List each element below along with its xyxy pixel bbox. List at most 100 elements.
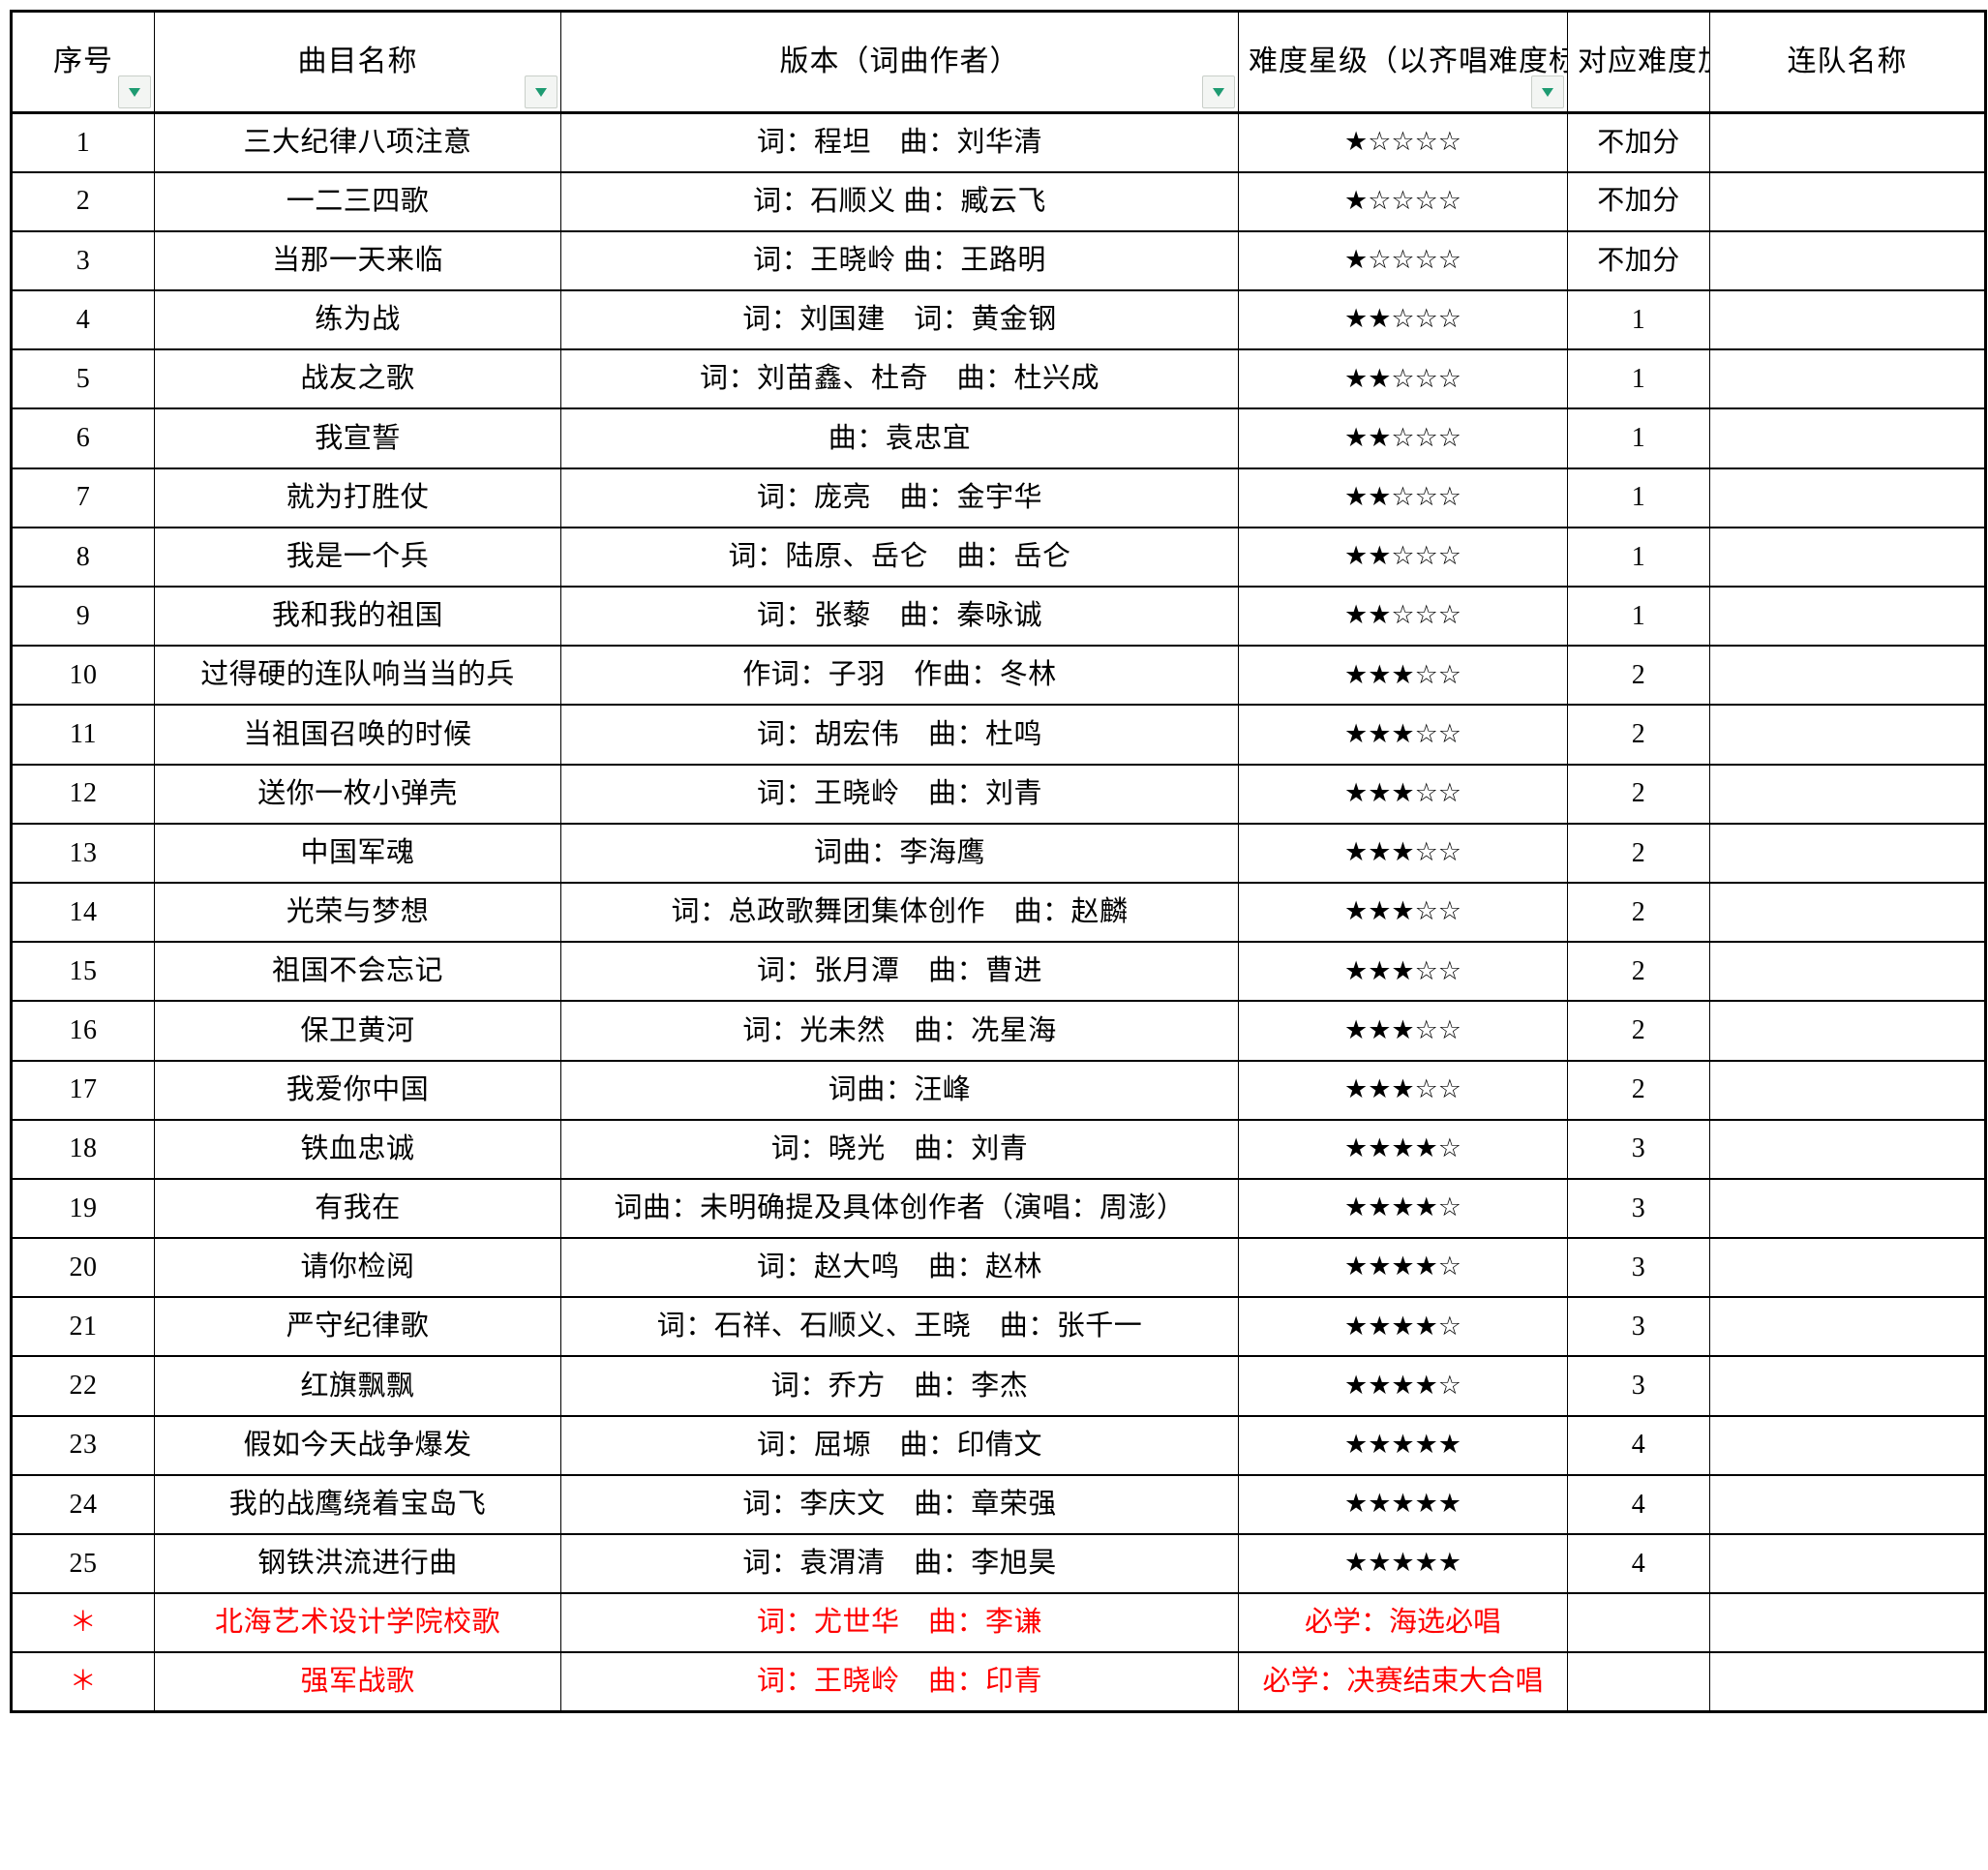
cell-version[interactable]: 词：乔方 曲：李杰 bbox=[560, 1355, 1239, 1417]
cell-version[interactable]: 作词：子羽 作曲：冬林 bbox=[560, 645, 1239, 707]
cell-unit[interactable] bbox=[1709, 170, 1986, 232]
cell-unit[interactable] bbox=[1709, 645, 1986, 707]
cell-index[interactable]: 10 bbox=[11, 645, 155, 707]
cell-unit[interactable] bbox=[1709, 585, 1986, 648]
cell-unit[interactable] bbox=[1709, 1000, 1986, 1062]
cell-version[interactable]: 词：石顺义 曲：臧云飞 bbox=[560, 170, 1239, 232]
cell-bonus[interactable]: 不加分 bbox=[1567, 170, 1710, 232]
cell-version[interactable]: 词：李庆文 曲：章荣强 bbox=[560, 1473, 1239, 1536]
cell-bonus[interactable]: 2 bbox=[1567, 1000, 1710, 1062]
cell-bonus[interactable]: 1 bbox=[1567, 467, 1710, 528]
cell-version[interactable]: 词：王晓岭 曲：刘青 bbox=[560, 763, 1239, 825]
cell-title[interactable]: 保卫黄河 bbox=[154, 1000, 561, 1062]
filter-dropdown-icon-difficulty[interactable] bbox=[1531, 75, 1564, 108]
cell-version[interactable]: 曲：袁忠宜 bbox=[560, 407, 1239, 469]
cell-index[interactable]: 3 bbox=[11, 229, 155, 292]
cell-title[interactable]: 有我在 bbox=[154, 1177, 561, 1240]
cell-version[interactable]: 词曲：未明确提及具体创作者（演唱：周澎） bbox=[560, 1177, 1239, 1240]
cell-bonus[interactable]: 3 bbox=[1567, 1355, 1710, 1417]
cell-title[interactable]: 红旗飘飘 bbox=[154, 1355, 561, 1417]
cell-difficulty[interactable]: ★★★☆☆ bbox=[1238, 881, 1568, 944]
cell-title[interactable]: 一二三四歌 bbox=[154, 170, 561, 232]
cell-version[interactable]: 词：石祥、石顺义、王晓 曲：张千一 bbox=[560, 1296, 1239, 1358]
cell-difficulty[interactable]: ★★☆☆☆ bbox=[1238, 407, 1568, 469]
cell-title[interactable]: 三大纪律八项注意 bbox=[154, 111, 561, 173]
cell-index[interactable]: 15 bbox=[11, 941, 155, 1003]
cell-unit[interactable] bbox=[1709, 1296, 1986, 1358]
cell-bonus[interactable] bbox=[1567, 1651, 1710, 1713]
cell-index[interactable]: 12 bbox=[11, 763, 155, 825]
cell-bonus[interactable]: 4 bbox=[1567, 1532, 1710, 1595]
cell-index[interactable]: 11 bbox=[11, 704, 155, 766]
cell-version[interactable]: 词：张月潭 曲：曹进 bbox=[560, 941, 1239, 1003]
cell-bonus[interactable]: 2 bbox=[1567, 881, 1710, 944]
cell-index[interactable]: 6 bbox=[11, 407, 155, 469]
cell-version[interactable]: 词：屈塬 曲：印倩文 bbox=[560, 1414, 1239, 1476]
cell-difficulty[interactable]: ★★☆☆☆ bbox=[1238, 526, 1568, 588]
cell-unit[interactable] bbox=[1709, 111, 1986, 173]
cell-difficulty[interactable]: ★★★★★ bbox=[1238, 1414, 1568, 1476]
cell-title[interactable]: 中国军魂 bbox=[154, 822, 561, 884]
cell-unit[interactable] bbox=[1709, 1651, 1986, 1713]
cell-index[interactable]: 23 bbox=[11, 1414, 155, 1476]
cell-unit[interactable] bbox=[1709, 229, 1986, 292]
cell-difficulty[interactable]: ★★★☆☆ bbox=[1238, 941, 1568, 1003]
cell-bonus[interactable]: 1 bbox=[1567, 526, 1710, 588]
cell-index[interactable]: 19 bbox=[11, 1177, 155, 1240]
cell-title[interactable]: 祖国不会忘记 bbox=[154, 941, 561, 1003]
cell-version[interactable]: 词：光未然 曲：冼星海 bbox=[560, 1000, 1239, 1062]
cell-index[interactable]: ＊ bbox=[11, 1651, 155, 1713]
cell-difficulty[interactable]: ★★☆☆☆ bbox=[1238, 289, 1568, 351]
cell-version[interactable]: 词：陆原、岳仑 曲：岳仑 bbox=[560, 526, 1239, 588]
cell-bonus[interactable]: 2 bbox=[1567, 763, 1710, 825]
cell-title[interactable]: 我是一个兵 bbox=[154, 526, 561, 588]
cell-version[interactable]: 词曲：汪峰 bbox=[560, 1059, 1239, 1121]
cell-unit[interactable] bbox=[1709, 467, 1986, 528]
cell-index[interactable]: 5 bbox=[11, 348, 155, 410]
cell-index[interactable]: 1 bbox=[11, 111, 155, 173]
cell-unit[interactable] bbox=[1709, 407, 1986, 469]
cell-bonus[interactable]: 3 bbox=[1567, 1237, 1710, 1299]
cell-version[interactable]: 词：尤世华 曲：李谦 bbox=[560, 1592, 1239, 1654]
cell-bonus[interactable]: 不加分 bbox=[1567, 111, 1710, 173]
cell-bonus[interactable]: 1 bbox=[1567, 289, 1710, 351]
cell-unit[interactable] bbox=[1709, 1473, 1986, 1536]
cell-bonus[interactable]: 2 bbox=[1567, 704, 1710, 766]
cell-title[interactable]: 北海艺术设计学院校歌 bbox=[154, 1592, 561, 1654]
cell-title[interactable]: 我和我的祖国 bbox=[154, 585, 561, 648]
cell-index[interactable]: 16 bbox=[11, 1000, 155, 1062]
cell-bonus[interactable]: 3 bbox=[1567, 1118, 1710, 1180]
cell-index[interactable]: 14 bbox=[11, 881, 155, 944]
cell-unit[interactable] bbox=[1709, 822, 1986, 884]
cell-version[interactable]: 词：刘国建 词：黄金钢 bbox=[560, 289, 1239, 351]
cell-difficulty[interactable]: ★★★★☆ bbox=[1238, 1118, 1568, 1180]
cell-unit[interactable] bbox=[1709, 1177, 1986, 1240]
cell-difficulty[interactable]: ★★☆☆☆ bbox=[1238, 467, 1568, 528]
cell-title[interactable]: 光荣与梦想 bbox=[154, 881, 561, 944]
cell-bonus[interactable]: 2 bbox=[1567, 822, 1710, 884]
cell-difficulty[interactable]: ★★★☆☆ bbox=[1238, 1000, 1568, 1062]
cell-index[interactable]: 22 bbox=[11, 1355, 155, 1417]
cell-difficulty[interactable]: ★★★☆☆ bbox=[1238, 822, 1568, 884]
cell-difficulty[interactable]: ★☆☆☆☆ bbox=[1238, 111, 1568, 173]
cell-bonus[interactable]: 4 bbox=[1567, 1414, 1710, 1476]
cell-index[interactable]: 20 bbox=[11, 1237, 155, 1299]
filter-dropdown-icon-title[interactable] bbox=[525, 75, 557, 108]
cell-index[interactable]: 21 bbox=[11, 1296, 155, 1358]
cell-difficulty[interactable]: ★★★★★ bbox=[1238, 1532, 1568, 1595]
cell-title[interactable]: 战友之歌 bbox=[154, 348, 561, 410]
cell-unit[interactable] bbox=[1709, 1237, 1986, 1299]
cell-index[interactable]: 17 bbox=[11, 1059, 155, 1121]
cell-difficulty[interactable]: ★★★★☆ bbox=[1238, 1237, 1568, 1299]
cell-bonus[interactable]: 1 bbox=[1567, 407, 1710, 469]
cell-bonus[interactable]: 2 bbox=[1567, 941, 1710, 1003]
cell-version[interactable]: 词：刘苗鑫、杜奇 曲：杜兴成 bbox=[560, 348, 1239, 410]
cell-unit[interactable] bbox=[1709, 348, 1986, 410]
cell-bonus[interactable]: 3 bbox=[1567, 1177, 1710, 1240]
cell-unit[interactable] bbox=[1709, 881, 1986, 944]
cell-bonus[interactable]: 2 bbox=[1567, 645, 1710, 707]
cell-difficulty[interactable]: ★★☆☆☆ bbox=[1238, 348, 1568, 410]
cell-bonus[interactable]: 1 bbox=[1567, 585, 1710, 648]
cell-index[interactable]: 25 bbox=[11, 1532, 155, 1595]
cell-title[interactable]: 就为打胜仗 bbox=[154, 467, 561, 528]
